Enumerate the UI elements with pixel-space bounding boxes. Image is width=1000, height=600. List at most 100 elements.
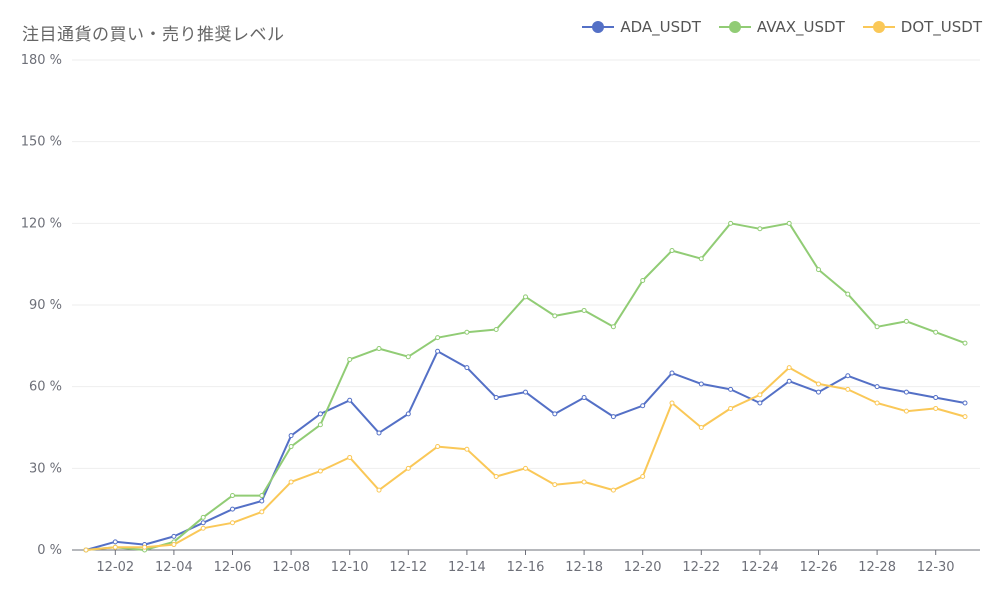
data-point	[962, 400, 968, 406]
data-point	[200, 520, 206, 526]
data-point	[669, 248, 675, 254]
data-point	[405, 465, 411, 471]
x-tick-label: 12-20	[624, 560, 662, 575]
data-point	[288, 479, 294, 485]
legend-item-ada[interactable]: ADA_USDT	[582, 18, 701, 36]
y-tick-label: 90 %	[29, 298, 62, 313]
data-point	[903, 389, 909, 395]
data-point	[757, 392, 763, 398]
y-tick-label: 60 %	[29, 380, 62, 395]
data-point	[493, 395, 499, 401]
legend-item-dot[interactable]: DOT_USDT	[862, 18, 982, 36]
legend-label-ada: ADA_USDT	[620, 18, 701, 36]
data-point	[552, 313, 558, 319]
data-point	[523, 465, 528, 471]
data-point	[171, 533, 177, 539]
data-point	[347, 454, 353, 460]
series-ada_usdt	[83, 348, 968, 553]
x-tick-label: 12-18	[565, 560, 603, 575]
data-point	[435, 444, 441, 450]
data-point	[347, 356, 353, 362]
data-point	[640, 278, 646, 283]
data-point	[405, 354, 411, 360]
data-point	[464, 365, 470, 371]
data-point	[786, 378, 792, 384]
data-point	[903, 318, 909, 324]
data-point	[230, 506, 235, 512]
data-point	[610, 324, 616, 330]
data-point	[464, 446, 470, 452]
data-point	[405, 411, 411, 417]
data-point	[874, 400, 880, 406]
legend-label-dot: DOT_USDT	[900, 18, 982, 36]
data-point	[728, 220, 734, 226]
legend-swatch-ada	[582, 20, 615, 34]
data-point	[933, 395, 939, 401]
data-point	[874, 384, 880, 390]
data-point	[933, 405, 939, 411]
data-point	[317, 411, 323, 417]
data-point	[845, 386, 851, 392]
data-point	[816, 267, 821, 273]
x-tick-label: 12-02	[96, 560, 134, 575]
data-point	[669, 370, 675, 376]
x-tick-label: 12-24	[741, 560, 779, 575]
data-point	[640, 403, 646, 409]
data-point	[83, 547, 89, 553]
y-tick-label: 30 %	[29, 461, 62, 476]
legend-swatch-dot	[862, 20, 895, 34]
data-point	[698, 425, 704, 430]
y-tick-label: 120 %	[21, 216, 62, 231]
data-point	[933, 329, 939, 335]
data-point	[786, 220, 792, 226]
data-point	[259, 493, 265, 499]
data-point	[288, 444, 294, 450]
series-line	[85, 350, 966, 551]
x-tick-label: 12-12	[389, 560, 427, 575]
data-point	[259, 498, 265, 504]
data-point	[493, 474, 499, 479]
data-point	[376, 346, 382, 352]
data-point	[142, 544, 148, 550]
legend-label-avax: AVAX_USDT	[756, 18, 845, 36]
data-point	[640, 474, 646, 479]
data-point	[230, 493, 235, 499]
x-tick-label: 12-30	[917, 560, 955, 575]
legend-swatch-avax	[718, 20, 751, 34]
grid-lines	[72, 59, 980, 469]
data-point	[376, 430, 382, 436]
x-tick-label: 12-08	[272, 560, 310, 575]
series-lines	[83, 220, 968, 553]
legend: ADA_USDT AVAX_USDT DOT_USDT	[582, 18, 982, 36]
data-point	[200, 525, 206, 531]
data-point	[816, 389, 821, 395]
data-point	[259, 509, 265, 515]
data-point	[317, 468, 323, 474]
data-point	[874, 324, 880, 330]
data-point	[581, 395, 587, 401]
axes: 0 % 30 % 60 % 90 % 120 % 150 % 180 % 12-02 12-04…	[21, 53, 980, 575]
data-point	[610, 414, 616, 420]
data-point	[728, 405, 734, 411]
x-tick-label: 12-26	[800, 560, 838, 575]
chart-title: 注目通貨の買い・売り推奨レベル	[22, 25, 285, 45]
y-tick-label: 0 %	[37, 543, 62, 558]
data-point	[962, 414, 968, 420]
data-point	[200, 514, 206, 520]
data-point	[464, 329, 470, 335]
x-tick-label: 12-28	[858, 560, 896, 575]
data-point	[435, 335, 441, 341]
data-point	[962, 340, 968, 346]
x-tick-label: 12-10	[331, 560, 369, 575]
data-point	[610, 487, 616, 493]
data-point	[845, 291, 851, 297]
data-point	[786, 365, 792, 371]
legend-item-avax[interactable]: AVAX_USDT	[718, 18, 845, 36]
data-point	[698, 381, 704, 387]
data-point	[757, 226, 763, 232]
data-point	[845, 373, 851, 379]
x-tick-label: 12-04	[155, 560, 193, 575]
series-line	[85, 366, 966, 551]
series-avax_usdt	[83, 220, 968, 553]
